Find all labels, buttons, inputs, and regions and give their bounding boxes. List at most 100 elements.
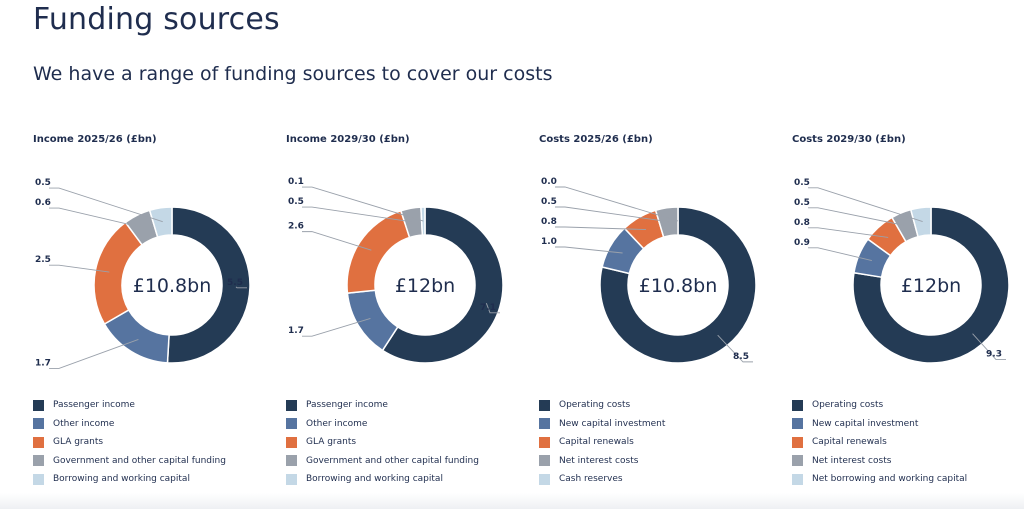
donut-chart: 9.3 0.9 0.8 0.5 0.5 £12bn xyxy=(794,178,1010,364)
leader-line xyxy=(808,207,907,227)
leader-line xyxy=(302,206,414,223)
legend-item: Other income xyxy=(33,415,226,434)
legend-swatch xyxy=(286,455,297,467)
legend-swatch xyxy=(539,399,550,411)
legend-item: Net borrowing and working capital xyxy=(792,470,967,489)
legend-item: Borrowing and working capital xyxy=(286,470,479,489)
chart-legend: Operating costs New capital investment C… xyxy=(792,396,967,489)
data-label: 5.5 xyxy=(227,278,243,288)
donut-chart: 8.5 1.0 0.8 0.5 0.0 £10.8bn xyxy=(541,177,757,364)
leader-line xyxy=(49,207,144,229)
legend-label: Capital renewals xyxy=(559,437,634,448)
data-label: 0.9 xyxy=(794,238,810,248)
donut-center-total: £12bn xyxy=(395,275,455,297)
donut-slice xyxy=(381,206,504,364)
data-label: 1.7 xyxy=(288,326,304,336)
page-subtitle: We have a range of funding sources to co… xyxy=(33,63,553,85)
data-label: 7.1 xyxy=(480,303,496,313)
data-label: 0.6 xyxy=(35,198,51,208)
legend-swatch xyxy=(792,399,803,411)
data-label: 1.0 xyxy=(541,237,557,247)
legend-swatch xyxy=(792,436,803,448)
chart-title: Income 2025/26 (£bn) xyxy=(33,134,157,145)
chart-income-2029-30: Income 2029/30 (£bn) 7.1 1.7 2.6 0.5 0.1 £12b… xyxy=(286,120,539,490)
chart-title: Costs 2025/26 (£bn) xyxy=(539,134,653,145)
data-label: 2.5 xyxy=(35,255,51,265)
legend-item: Government and other capital funding xyxy=(33,452,226,471)
legend-item: Passenger income xyxy=(33,396,226,415)
legend-swatch xyxy=(792,418,803,430)
leader-line xyxy=(302,231,372,251)
leader-line xyxy=(717,334,753,363)
chart-costs-2029-30: Costs 2029/30 (£bn) 9.3 0.9 0.8 0.5 0.5 £12bn… xyxy=(792,120,1024,490)
legend-item: Other income xyxy=(286,415,479,434)
chart-legend: Passenger income Other income GLA grants… xyxy=(286,396,479,489)
data-label: 9.3 xyxy=(986,350,1002,360)
chart-title: Costs 2029/30 (£bn) xyxy=(792,134,906,145)
legend-swatch xyxy=(286,418,297,430)
leader-line xyxy=(49,187,163,223)
legend-label: Borrowing and working capital xyxy=(53,474,190,485)
chart-costs-2025-26: Costs 2025/26 (£bn) 8.5 1.0 0.8 0.5 0.0 £10.8… xyxy=(539,120,792,490)
data-label: 0.5 xyxy=(288,197,304,207)
leader-line xyxy=(235,286,247,289)
donut-slice xyxy=(93,221,144,326)
legend-swatch xyxy=(286,436,297,448)
legend-item: Borrowing and working capital xyxy=(33,470,226,489)
legend-swatch xyxy=(33,436,44,448)
legend-item: Net interest costs xyxy=(539,452,665,471)
legend-label: Borrowing and working capital xyxy=(306,474,443,485)
donut-slice xyxy=(148,206,173,239)
donut-slice xyxy=(166,206,251,364)
legend-label: Passenger income xyxy=(306,400,388,411)
legend-item: Net interest costs xyxy=(792,452,967,471)
chart-title: Income 2029/30 (£bn) xyxy=(286,134,410,145)
legend-item: GLA grants xyxy=(286,433,479,452)
data-label: 0.5 xyxy=(35,178,51,188)
leader-line xyxy=(808,247,872,261)
data-label: 8.5 xyxy=(733,352,749,362)
page-title: Funding sources xyxy=(33,2,280,37)
legend-item: Capital renewals xyxy=(792,433,967,452)
legend-item: Operating costs xyxy=(792,396,967,415)
leader-line xyxy=(555,186,679,222)
donut-slice xyxy=(599,206,757,364)
legend-item: Government and other capital funding xyxy=(286,452,479,471)
legend-swatch xyxy=(33,399,44,411)
donut-slices xyxy=(346,206,504,364)
legend-item: Operating costs xyxy=(539,396,665,415)
legend-label: Operating costs xyxy=(812,400,884,411)
legend-label: New capital investment xyxy=(559,418,666,429)
legend-swatch xyxy=(539,436,550,448)
data-label: 0.8 xyxy=(794,218,810,228)
leader-line xyxy=(555,246,623,254)
legend-label: GLA grants xyxy=(306,437,357,448)
leader-line xyxy=(302,318,371,337)
donut-chart: 7.1 1.7 2.6 0.5 0.1 £12bn xyxy=(288,177,504,364)
legend-swatch xyxy=(33,418,44,430)
chart-legend: Operating costs New capital investment C… xyxy=(539,396,665,489)
legend-label: Government and other capital funding xyxy=(306,455,479,466)
legend-item: Capital renewals xyxy=(539,433,665,452)
donut-slice xyxy=(909,206,932,238)
leader-line xyxy=(485,303,500,314)
legend-label: GLA grants xyxy=(53,437,104,448)
donut-center-total: £10.8bn xyxy=(133,275,212,297)
legend-label: New capital investment xyxy=(812,418,919,429)
legend-item: Passenger income xyxy=(286,396,479,415)
legend-label: Other income xyxy=(306,418,368,429)
legend-item: GLA grants xyxy=(33,433,226,452)
legend-label: Cash reserves xyxy=(559,474,623,485)
legend-label: Passenger income xyxy=(53,400,135,411)
donut-center-total: £10.8bn xyxy=(639,275,718,297)
leader-line xyxy=(555,206,669,223)
legend-swatch xyxy=(286,399,297,411)
data-label: 0.5 xyxy=(541,197,557,207)
leader-line xyxy=(808,187,923,222)
legend-item: New capital investment xyxy=(539,415,665,434)
legend-label: Government and other capital funding xyxy=(53,455,226,466)
legend-item: New capital investment xyxy=(792,415,967,434)
chart-legend: Passenger income Other income GLA grants… xyxy=(33,396,226,489)
data-label: 0.1 xyxy=(288,177,304,187)
donut-slice xyxy=(654,206,679,239)
